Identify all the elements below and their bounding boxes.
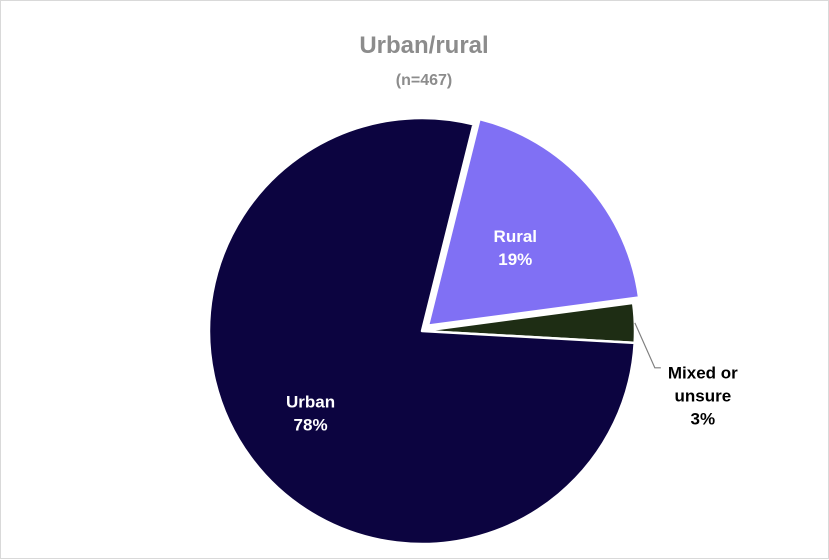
- slice-value-label: 19%: [498, 250, 532, 269]
- pie-slices: [207, 116, 641, 546]
- leader-lines: [634, 322, 661, 369]
- slice-category-label: Rural: [494, 227, 537, 246]
- slice-category-label: Urban: [286, 393, 335, 412]
- slice-label-rural: Rural 19%: [494, 227, 537, 269]
- chart-subtitle: (n=467): [396, 72, 452, 89]
- slice-label-mixed-or-unsure: Mixed or unsure 3%: [668, 364, 738, 429]
- slice-value-label: 3%: [691, 410, 716, 429]
- chart-title: Urban/rural: [359, 32, 488, 59]
- leader-line-mixed-or-unsure: [634, 322, 661, 369]
- slice-category-label: unsure: [674, 387, 731, 406]
- slice-value-label: 78%: [294, 416, 328, 435]
- slice-category-label: Mixed or: [668, 364, 738, 383]
- pie-slice-urban: [207, 116, 636, 546]
- pie-slice-rural: [426, 117, 641, 327]
- slice-label-urban: Urban 78%: [286, 393, 335, 435]
- slice-labels: Rural 19% Mixed or unsure 3% Urban 78%: [286, 227, 738, 435]
